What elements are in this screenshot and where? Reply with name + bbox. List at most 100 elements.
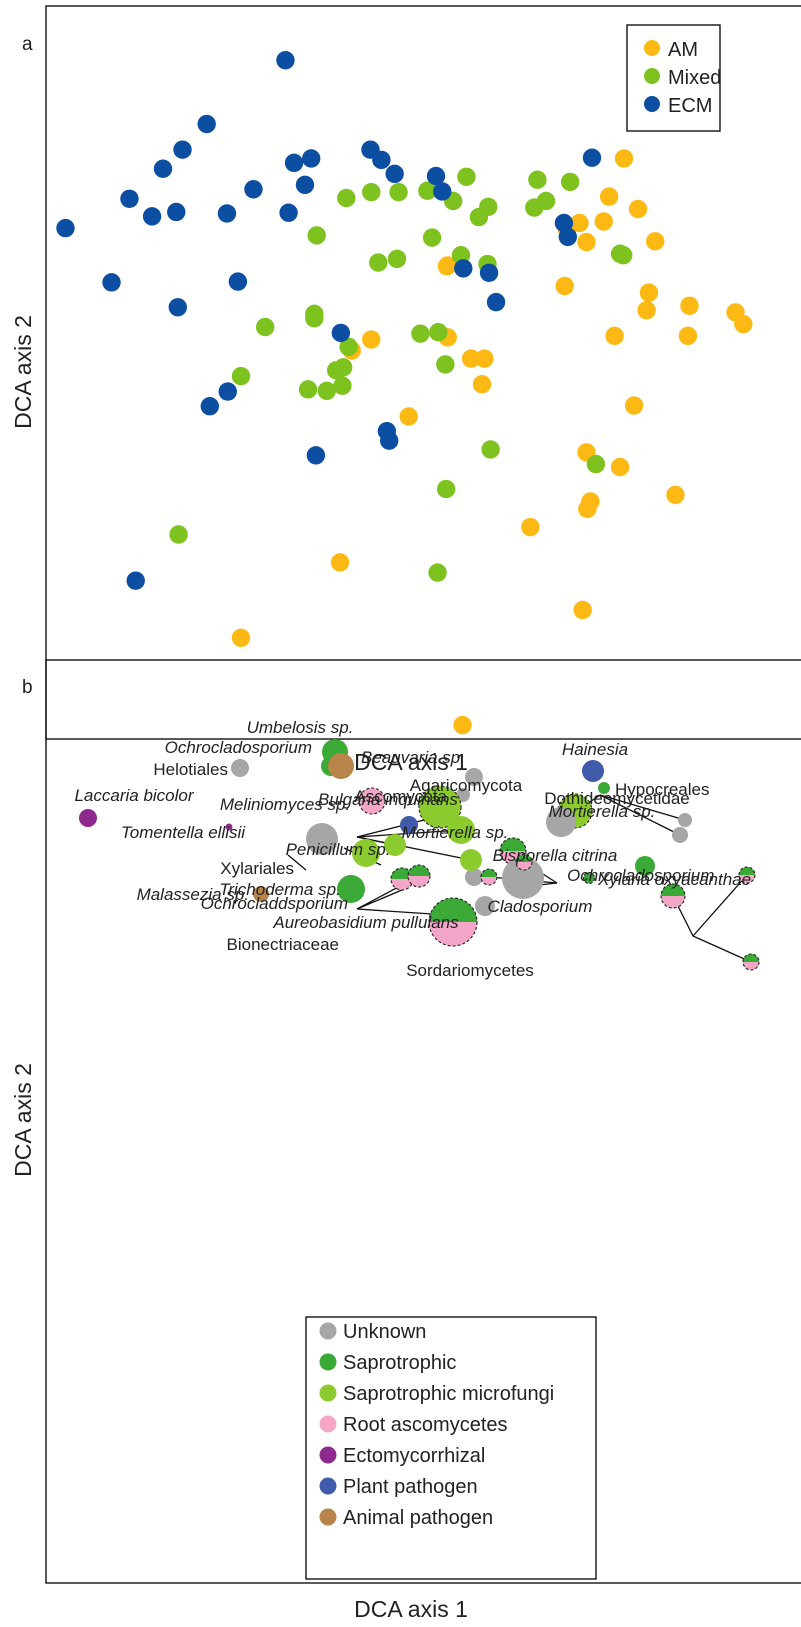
connector-line — [287, 854, 307, 871]
panel-a-y-axis-label: DCA axis 2 — [10, 315, 36, 429]
connector-line — [356, 908, 433, 915]
point-label-ochrocladdsporium: Ochrocladdsporium — [201, 894, 348, 913]
panel-b-point-labels: Ascomycota Dothideomycetidae Laccaria bico… — [74, 718, 751, 980]
ochrocladosporium-split-marker-outline — [660, 883, 686, 909]
point-mixed — [428, 563, 447, 582]
point-label-ochrocladosporium: Ochrocladosporium — [165, 738, 312, 757]
point-helotiales — [231, 759, 249, 777]
point-bulgaria-inquinans — [400, 816, 418, 834]
point-mixed — [457, 167, 476, 186]
point-label-dothideomycetidae: Dothideomycetidae — [544, 789, 690, 808]
point-am — [362, 330, 381, 349]
ochrocladosporium-split-marker-lower-half — [739, 875, 755, 883]
point-xylariales — [306, 823, 338, 855]
point-mixed — [418, 181, 437, 200]
connector-line — [356, 889, 403, 910]
point-label-beauvaria-sp: Beauvaria sp. — [361, 748, 465, 767]
point-am — [605, 326, 624, 346]
point-ecm — [276, 51, 295, 70]
panel-b-legend-box — [305, 1316, 597, 1580]
point-label-agaricomycota: Agaricomycota — [410, 776, 523, 795]
point-mixed — [436, 479, 456, 499]
point-label-umbelosis-sp: Umbelosis sp. — [247, 718, 354, 737]
point-mixed — [255, 317, 275, 337]
point-ecm — [120, 189, 139, 208]
legend-label-saprotrophic-microfungi: Saprotrophic microfungi — [343, 1383, 554, 1405]
point-am — [645, 232, 665, 251]
point-am — [678, 326, 698, 346]
point-laccaria-bicolor — [79, 809, 97, 827]
point-ecm — [582, 148, 602, 167]
point-label-tomentella-ellisii: Tomentella ellisii — [121, 823, 246, 842]
point-am — [594, 212, 613, 231]
panel-b-plot-frame — [45, 659, 801, 1584]
point-ochrocladdsporium-upper-half — [391, 868, 413, 879]
point-am — [577, 232, 596, 252]
point-mixed — [525, 198, 544, 217]
point-label-sordariomycetes: Sordariomycetes — [406, 961, 534, 980]
point-ochrocladosporium-upper-half — [500, 838, 526, 851]
point-am — [639, 283, 659, 302]
connector-line — [599, 794, 686, 821]
point-am — [610, 457, 630, 477]
ochrocladdsporium-split-marker-large-lower-half — [429, 922, 477, 946]
point-mixed — [387, 249, 407, 269]
ochrocladosporium-split-marker-upper-half — [481, 869, 497, 877]
ochrocladdsporium-split-marker-lower-half — [408, 876, 430, 887]
point-ecm — [558, 227, 578, 247]
point-am — [555, 276, 574, 296]
point-mixed — [528, 170, 547, 189]
point-ecm — [228, 272, 248, 291]
point-am — [734, 314, 753, 334]
panel-a-legend-box — [626, 24, 721, 132]
legend-marker-am — [644, 40, 660, 56]
point-ecm — [102, 273, 121, 292]
point-ecm — [284, 153, 304, 173]
ochrocladosporium-split-marker-upper-half — [516, 854, 532, 862]
point-label-trichoderma-sp: Trichoderma sp. — [219, 880, 341, 899]
point-label-xylaria-oxyacanthae: Xylaria oxyacanthae — [597, 870, 751, 889]
legend-label-plant-pathogen: Plant pathogen — [343, 1476, 478, 1498]
point-mixed — [337, 188, 356, 208]
ochrocladdsporium-split-marker-outline — [407, 864, 431, 888]
dothideomycetidae-marker-small — [672, 827, 688, 843]
point-am — [472, 375, 492, 394]
point-ecm — [218, 382, 237, 401]
connector-line — [692, 874, 748, 937]
legend-marker-saprotrophic-microfungi — [319, 1384, 337, 1402]
point-ecm — [385, 164, 404, 184]
point-am — [599, 187, 619, 206]
ochrocladosporium-split-marker-upper-half — [743, 954, 759, 962]
panel-b-label: b — [22, 677, 33, 698]
panel-a-legend: AM Mixed ECM — [626, 24, 721, 132]
point-ecm — [486, 292, 506, 312]
ochrocladosporium-split-marker-lower-half — [481, 877, 497, 885]
legend-marker-saprotrophic — [319, 1353, 337, 1371]
point-ecm — [153, 159, 173, 178]
point-label-cladosporium: Cladosporium — [488, 897, 593, 916]
point-label-mortierella-sp: Mortierella sp. — [549, 802, 656, 821]
point-mixed — [362, 182, 381, 202]
point-am — [628, 199, 648, 219]
point-ecm — [200, 397, 219, 416]
point-mixed — [169, 525, 188, 544]
ochrocladosporium-split-marker-outline — [480, 868, 498, 886]
point-mixed — [307, 226, 326, 245]
point-am — [461, 349, 481, 368]
point-mixed — [317, 381, 336, 401]
point-ecm — [197, 114, 216, 134]
point-mixed — [614, 246, 633, 265]
point-trichoderma-sp — [352, 839, 380, 867]
ochrocladosporium-split-marker-lower-half — [516, 862, 532, 870]
point-ecm — [380, 431, 399, 450]
point-mixed — [429, 322, 448, 342]
legend-label-ecm: ECM — [668, 95, 712, 117]
point-label-bisporella-citrina: Bisporella citrina — [493, 846, 618, 865]
legend-marker-mixed — [644, 68, 660, 84]
panel-b-x-axis-label: DCA axis 1 — [354, 1596, 468, 1622]
point-mixed — [586, 454, 606, 474]
point-am — [637, 300, 656, 320]
point-label-bulgaria-inquinans: Bulgaria inquinans — [318, 790, 458, 809]
connector-line — [692, 935, 752, 963]
